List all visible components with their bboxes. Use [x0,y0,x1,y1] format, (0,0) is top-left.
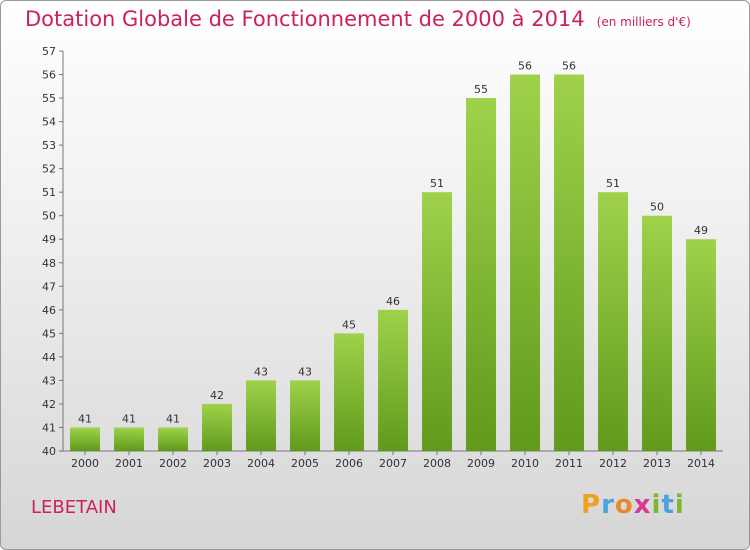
y-tick-label: 44 [42,351,56,364]
x-tick-label: 2014 [687,457,715,470]
bar [290,380,320,451]
logo-letter: r [601,490,615,520]
proxiti-logo: Proxiti [581,490,685,520]
y-tick-label: 49 [42,233,56,246]
bar [642,215,672,451]
y-tick-label: 52 [42,163,56,176]
chart-subtitle: (en milliers d'€) [596,15,691,29]
x-tick-label: 2002 [159,457,187,470]
data-label: 43 [298,365,312,378]
y-tick-label: 42 [42,398,56,411]
bar [686,239,716,451]
bar [158,427,188,451]
data-label: 55 [474,83,488,96]
bar [378,309,408,451]
logo-letter: i [651,490,662,520]
data-label: 41 [166,412,180,425]
y-tick-label: 47 [42,280,56,293]
data-label: 56 [562,60,576,73]
bar [466,98,496,451]
x-tick-label: 2005 [291,457,319,470]
y-tick-label: 50 [42,210,56,223]
value-labels: 41 41 41 42 43 43 45 46 51 55 56 56 51 50 49 [78,60,708,426]
x-tick-label: 2007 [379,457,407,470]
logo-letter: P [581,490,602,520]
y-tick-label: 53 [42,139,56,152]
y-tick-label: 57 [42,45,56,58]
bar [598,192,628,452]
x-tick-label: 2010 [511,457,539,470]
y-tick-label: 41 [42,421,56,434]
logo-letter: o [614,490,634,520]
x-tick-label: 2011 [555,457,583,470]
commune-name: LEBETAIN [31,497,117,518]
data-label: 41 [122,412,136,425]
logo-letter: i [674,490,685,520]
data-label: 41 [78,412,92,425]
data-label: 46 [386,295,400,308]
y-tick-label: 46 [42,304,56,317]
data-label: 51 [430,177,444,190]
data-label: 51 [606,177,620,190]
y-tick-label: 55 [42,92,56,105]
logo-letter: t [661,490,675,520]
x-tick-label: 2004 [247,457,275,470]
x-tick-label: 2008 [423,457,451,470]
bar [202,403,232,451]
y-tick-label: 48 [42,257,56,270]
x-tick-label: 2003 [203,457,231,470]
x-tick-label: 2009 [467,457,495,470]
x-tick-label: 2000 [71,457,99,470]
data-label: 43 [254,365,268,378]
logo-letter: x [633,490,652,520]
data-label: 42 [210,389,224,402]
x-tick-label: 2001 [115,457,143,470]
y-tick-label: 45 [42,327,56,340]
y-tick-label: 51 [42,186,56,199]
x-tick-label: 2013 [643,457,671,470]
bar [554,74,584,451]
bar [70,427,100,451]
y-tick-label: 40 [42,445,56,458]
bars [70,74,716,452]
title-row: Dotation Globale de Fonctionnement de 20… [25,7,691,31]
bar [114,427,144,451]
x-tick-label: 2012 [599,457,627,470]
bar [246,380,276,451]
y-tick-label: 43 [42,374,56,387]
data-label: 56 [518,60,532,73]
bar [334,333,364,451]
chart-title: Dotation Globale de Fonctionnement de 20… [25,7,585,31]
data-label: 45 [342,318,356,331]
x-tick-label: 2006 [335,457,363,470]
axes: 40 41 42 43 44 45 46 47 48 49 50 51 52 53 54 55 56 57 2000… [42,45,723,470]
bar [422,192,452,452]
data-label: 50 [650,201,664,214]
y-tick-label: 56 [42,69,56,82]
y-tick-label: 54 [42,116,56,129]
bar [510,74,540,451]
data-label: 49 [694,224,708,237]
